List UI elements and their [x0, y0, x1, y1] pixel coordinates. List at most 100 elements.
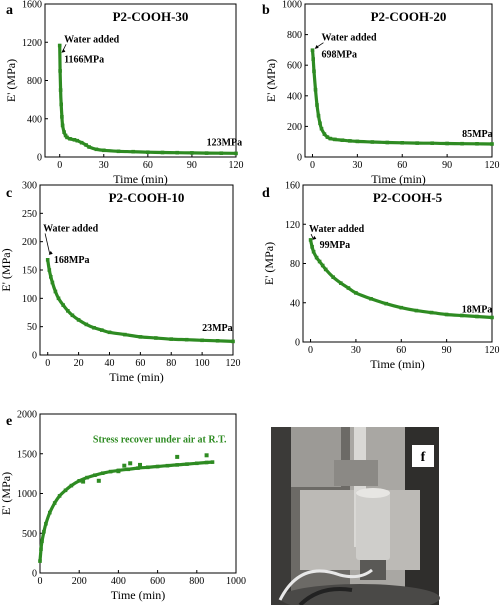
x-tick-label: 60	[396, 345, 406, 356]
data-point	[333, 137, 337, 142]
data-point	[490, 142, 494, 146]
y-tick-label: 0	[297, 153, 302, 164]
chart-title: P2-COOH-10	[109, 190, 185, 205]
x-tick-label: 90	[442, 160, 452, 171]
data-point	[414, 308, 419, 313]
data-point	[310, 48, 315, 52]
data-point	[68, 137, 72, 141]
chart-title: P2-COOH-5	[373, 190, 443, 205]
data-point	[146, 465, 150, 470]
annotation-label: 1166MPa	[64, 54, 104, 65]
y-tick-label: 500	[22, 529, 37, 540]
data-point	[44, 521, 48, 526]
x-tick-label: 30	[99, 160, 109, 171]
data-point	[126, 467, 130, 472]
panel-letter-c: c	[6, 186, 12, 201]
y-tick-label: 250	[22, 209, 37, 220]
y-tick-label: 300	[22, 181, 37, 192]
y-tick-label: 1500	[17, 449, 37, 460]
data-point	[231, 339, 235, 344]
annotation-label: 23MPa	[202, 323, 233, 334]
data-point	[400, 141, 404, 145]
y-tick-label: 150	[22, 266, 37, 277]
panel-letter-b: b	[262, 3, 270, 18]
x-axis-label: Time (min)	[111, 588, 166, 602]
data-point	[94, 147, 99, 152]
data-point	[96, 478, 101, 483]
data-point	[58, 88, 63, 92]
annotation-label: 123MPa	[207, 138, 243, 149]
y-tick-label: 1000	[17, 489, 37, 500]
x-tick-label: 0	[310, 160, 315, 171]
data-point	[48, 510, 52, 515]
data-point	[308, 238, 313, 242]
data-point	[184, 337, 189, 342]
data-point	[61, 303, 65, 307]
data-point	[59, 102, 63, 107]
y-tick-label: 400	[287, 91, 302, 102]
data-point	[219, 151, 224, 155]
data-point	[85, 475, 89, 480]
data-point	[310, 245, 314, 249]
annotation-label: 168MPa	[54, 255, 90, 266]
data-point	[354, 291, 358, 295]
data-point	[84, 322, 89, 327]
data-point	[107, 330, 112, 335]
data-point	[138, 462, 142, 467]
x-tick-label: 0	[38, 576, 43, 587]
x-tick-label: 40	[104, 358, 114, 369]
y-axis-label: E' (MPa)	[264, 59, 278, 102]
data-point	[460, 313, 464, 318]
data-point	[311, 57, 315, 61]
panel-letter-d: d	[262, 186, 270, 201]
y-tick-label: 120	[285, 220, 300, 231]
x-tick-label: 20	[74, 358, 84, 369]
data-point	[58, 69, 62, 73]
y-tick-label: 1600	[22, 0, 42, 11]
y-axis-label: E' (MPa)	[0, 472, 13, 515]
chart-panel-e: e 0 500 1000 1500 2000 0 200 400 600 800 1000 Time (…	[0, 410, 246, 603]
annotation-label: Water added	[64, 34, 120, 45]
data-point	[328, 136, 333, 141]
annotation-label: Water added	[309, 224, 365, 235]
y-tick-label: 2000	[17, 410, 37, 421]
chart-panel-c: c 0 50 100 150 200 250 300 0 20 40 60 80 100 120 Time (…	[0, 181, 241, 385]
data-point	[128, 461, 133, 466]
data-point	[116, 149, 121, 154]
data-point	[315, 103, 319, 107]
arrow-head	[314, 44, 319, 49]
data-point	[322, 132, 327, 136]
data-point	[415, 141, 419, 145]
data-point	[63, 133, 68, 138]
data-point	[77, 479, 81, 483]
annotation-label: 698MPa	[321, 50, 357, 61]
data-point	[66, 309, 70, 313]
y-tick-label: 160	[285, 181, 300, 192]
data-point	[316, 113, 321, 118]
data-point	[385, 140, 390, 145]
x-tick-label: 0	[308, 345, 313, 356]
data-point	[100, 328, 104, 332]
data-point	[72, 138, 77, 142]
data-point	[175, 150, 179, 155]
data-point	[323, 267, 328, 272]
x-tick-label: 800	[189, 576, 204, 587]
data-point	[75, 138, 80, 143]
data-point	[87, 145, 91, 149]
data-point	[444, 312, 449, 317]
data-point	[84, 143, 88, 147]
data-point	[131, 149, 135, 154]
y-tick-label: 80	[290, 259, 300, 270]
data-point	[39, 547, 43, 551]
x-tick-label: 80	[166, 358, 176, 369]
chart-title: P2-COOH-20	[371, 9, 447, 24]
data-point	[475, 314, 479, 319]
x-tick-label: 90	[442, 345, 452, 356]
data-point	[210, 460, 215, 464]
data-point	[313, 87, 318, 92]
x-tick-label: 120	[485, 345, 500, 356]
data-point	[81, 479, 86, 484]
chart-panel-a: a 0 400 800 1200 1600 0 30 60 90 120 Time (min) E' (…	[4, 0, 244, 186]
chart-panel-b: b 0 200 400 600 800 1000 0 30 60 90 120 Time (min) E'…	[262, 0, 500, 186]
data-point	[475, 142, 479, 146]
